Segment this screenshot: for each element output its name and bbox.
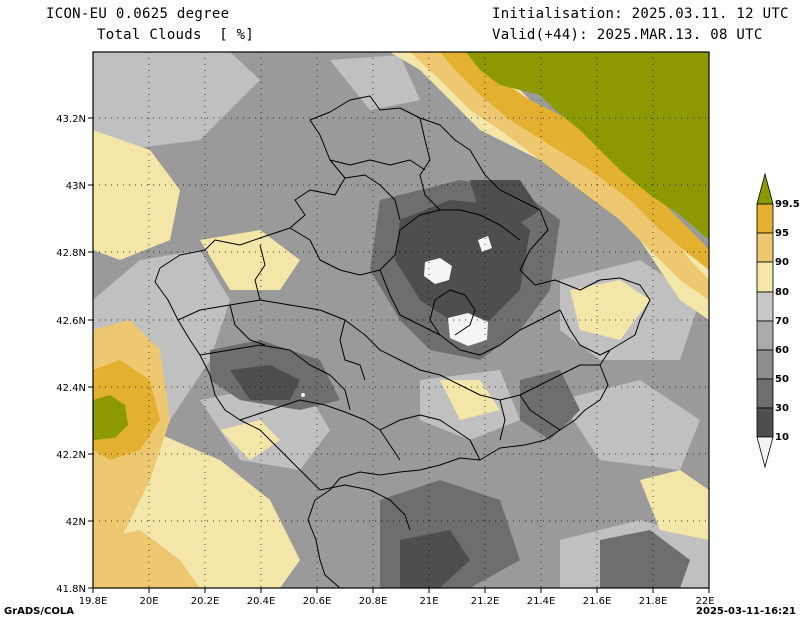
lon-label: 22E	[695, 596, 714, 607]
colorbar-label: 95	[775, 228, 789, 239]
lat-label: 42N	[66, 517, 86, 528]
lat-label: 43.2N	[56, 114, 86, 125]
lat-label: 41.8N	[56, 584, 86, 595]
colorbar-swatch	[756, 320, 774, 351]
colorbar-label: 10	[775, 432, 789, 443]
lat-label: 42.4N	[56, 383, 86, 394]
lat-label: 42.8N	[56, 248, 86, 259]
admin-borders	[154, 95, 651, 588]
colorbar-top-arrow	[756, 172, 774, 205]
colorbar-swatch	[756, 407, 774, 438]
lon-label: 20.4E	[247, 596, 276, 607]
colorbar-swatch	[756, 378, 774, 409]
lat-label: 42.6N	[56, 316, 86, 327]
field-title: Total Clouds [ %]	[97, 27, 255, 43]
colorbar-label: 80	[775, 287, 789, 298]
valid-time: Valid(+44): 2025.MAR.13. 08 UTC	[492, 27, 763, 43]
colorbar-swatch	[756, 232, 774, 263]
axis-ticks	[88, 117, 710, 593]
lon-label: 20.8E	[359, 596, 388, 607]
model-title: ICON-EU 0.0625 degree	[46, 6, 230, 22]
colorbar	[756, 172, 774, 469]
lon-label: 21.8E	[639, 596, 668, 607]
cloud-field	[93, 52, 709, 588]
lon-label: 20E	[139, 596, 158, 607]
credit-label: GrADS/COLA	[4, 606, 74, 617]
colorbar-label: 60	[775, 345, 789, 356]
lon-label: 20.6E	[303, 596, 332, 607]
lon-label: 19.8E	[79, 596, 108, 607]
timestamp-label: 2025-03-11-16:21	[696, 606, 796, 617]
lon-label: 21.4E	[527, 596, 556, 607]
colorbar-label: 70	[775, 316, 789, 327]
init-time: Initialisation: 2025.03.11. 12 UTC	[492, 6, 789, 22]
lon-label: 21E	[419, 596, 438, 607]
colorbar-swatch	[756, 203, 774, 234]
lat-label: 42.2N	[56, 450, 86, 461]
colorbar-label: 30	[775, 403, 789, 414]
colorbar-bottom-arrow	[756, 436, 774, 469]
colorbar-swatch	[756, 349, 774, 380]
lon-label: 21.6E	[583, 596, 612, 607]
colorbar-label: 99.5	[775, 199, 800, 210]
lon-label: 20.2E	[191, 596, 220, 607]
lon-label: 21.2E	[471, 596, 500, 607]
colorbar-swatch	[756, 291, 774, 322]
lat-label: 43N	[66, 181, 86, 192]
colorbar-label: 50	[775, 374, 789, 385]
colorbar-swatch	[756, 261, 774, 293]
colorbar-label: 90	[775, 257, 789, 268]
